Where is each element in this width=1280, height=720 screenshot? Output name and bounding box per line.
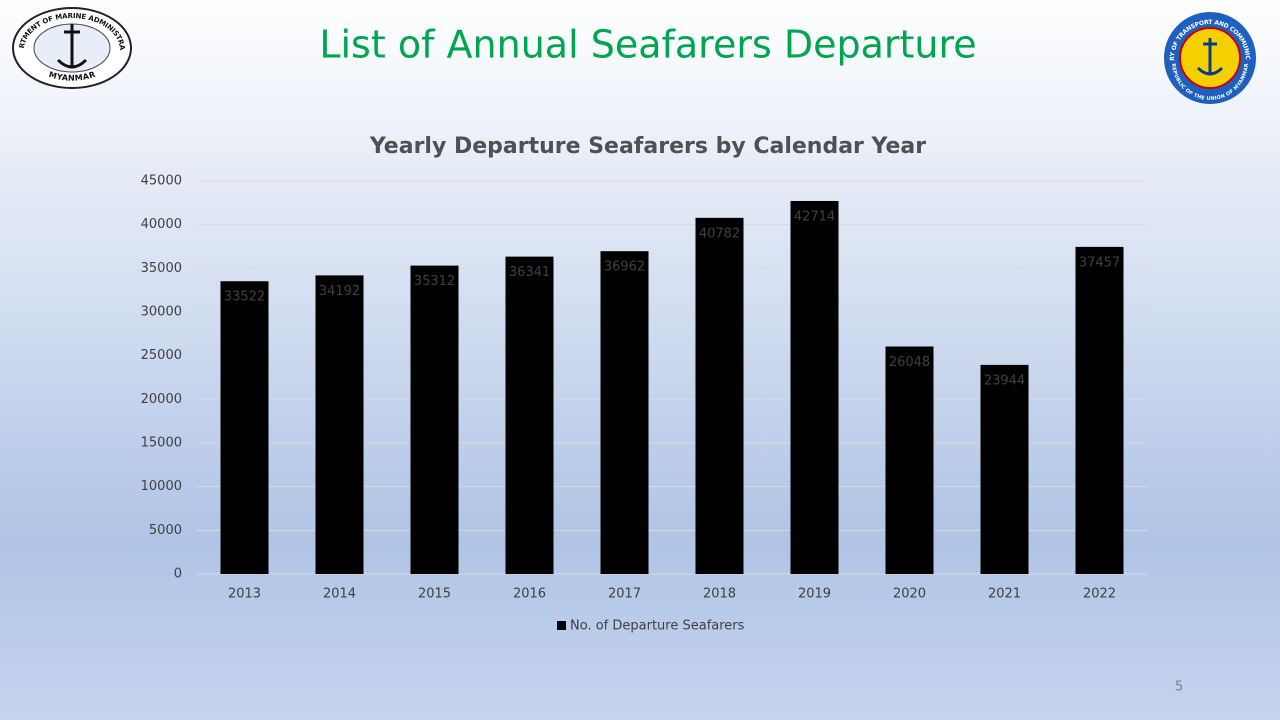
data-label: 33522 [224, 290, 265, 305]
y-tick-label: 0 [174, 567, 182, 582]
x-tick-label: 2014 [323, 587, 356, 602]
bar [600, 251, 649, 574]
data-label: 34192 [319, 284, 360, 299]
bar [410, 265, 459, 574]
chart-title: Yearly Departure Seafarers by Calendar Y… [369, 134, 926, 159]
legend-swatch [557, 621, 566, 630]
data-label: 40782 [699, 226, 740, 241]
y-tick-label: 40000 [141, 217, 182, 232]
bar [315, 275, 364, 574]
data-label-box [1075, 250, 1124, 275]
x-tick-label: 2015 [418, 587, 451, 602]
data-label: 36962 [604, 260, 645, 275]
data-label: 35312 [414, 274, 455, 289]
page-number: 5 [1175, 680, 1183, 695]
legend-label: No. of Departure Seafarers [570, 619, 745, 634]
data-label-box [790, 204, 839, 229]
bar [505, 256, 554, 574]
data-label: 42714 [794, 209, 835, 224]
data-label-box [410, 269, 459, 294]
y-tick-label: 25000 [141, 348, 182, 363]
y-tick-label: 20000 [141, 392, 182, 407]
bar [980, 364, 1029, 574]
x-tick-label: 2021 [988, 587, 1021, 602]
x-tick-label: 2013 [228, 587, 261, 602]
data-label-box [885, 350, 934, 375]
y-tick-label: 35000 [141, 261, 182, 276]
logo-text: MYANMAR [48, 69, 96, 82]
logo-anchor [56, 24, 88, 69]
data-label-box [220, 285, 269, 310]
bar [220, 281, 269, 574]
data-label-box [315, 279, 364, 304]
y-tick-label: 45000 [141, 174, 182, 189]
x-tick-label: 2022 [1083, 587, 1116, 602]
data-label: 37457 [1079, 255, 1120, 270]
x-tick-label: 2020 [893, 587, 926, 602]
data-label-box [600, 255, 649, 280]
x-tick-label: 2019 [798, 587, 831, 602]
y-tick-label: 10000 [141, 479, 182, 494]
x-tick-label: 2017 [608, 587, 641, 602]
y-tick-label: 15000 [141, 436, 182, 451]
bar [885, 346, 934, 574]
x-tick-label: 2018 [703, 587, 736, 602]
logo-anchor [1196, 38, 1224, 76]
x-tick-label: 2016 [513, 587, 546, 602]
data-label-box [695, 221, 744, 246]
y-tick-label: 5000 [149, 523, 182, 538]
bar [790, 200, 839, 574]
slide-title: List of Annual Seafarers Departure [319, 23, 976, 67]
data-label: 36341 [509, 265, 550, 280]
data-label-box [505, 260, 554, 285]
logo-text-path: MYANMAR [48, 69, 96, 82]
bar [1075, 246, 1124, 574]
data-label: 23944 [984, 373, 1025, 388]
data-label: 26048 [889, 355, 930, 370]
data-label-box [980, 368, 1029, 393]
y-tick-label: 30000 [141, 305, 182, 320]
bar [695, 217, 744, 574]
